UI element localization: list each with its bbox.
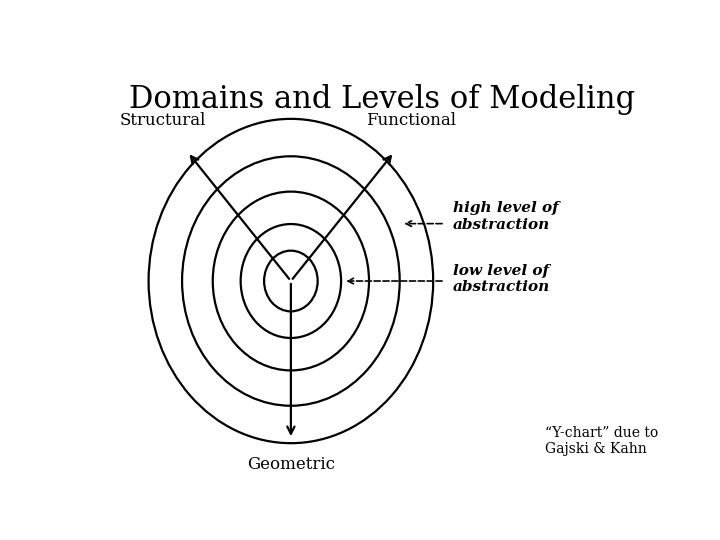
Text: Structural: Structural [120,112,206,129]
Text: Domains and Levels of Modeling: Domains and Levels of Modeling [129,84,635,114]
Text: high level of
abstraction: high level of abstraction [453,201,558,232]
Text: Geometric: Geometric [247,456,335,474]
Text: “Y-chart” due to
Gajski & Kahn: “Y-chart” due to Gajski & Kahn [545,426,658,456]
Text: low level of
abstraction: low level of abstraction [453,264,550,294]
Text: Functional: Functional [366,112,456,129]
